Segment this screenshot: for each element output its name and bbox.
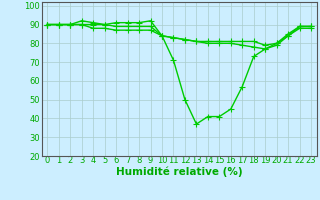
X-axis label: Humidité relative (%): Humidité relative (%) <box>116 166 243 177</box>
